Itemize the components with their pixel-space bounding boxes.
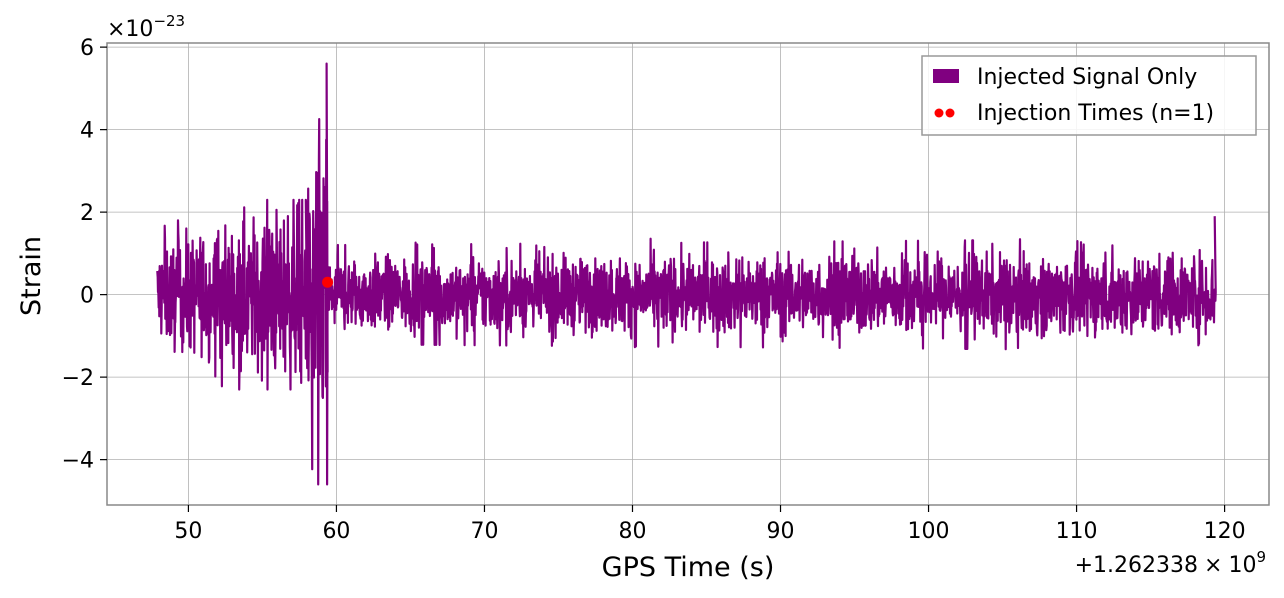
x-tick-label-60: 60 — [322, 519, 350, 544]
y-axis-label: Strain — [16, 236, 47, 316]
y-tick-label--2: −2 — [62, 366, 94, 391]
plot-frame — [106, 42, 1270, 506]
x-tick-label-100: 100 — [908, 519, 950, 544]
legend-swatch-signal — [933, 69, 959, 83]
x-axis-ticks: 50 60 70 80 90 100 110 120 — [174, 505, 1246, 544]
x-tick-label-110: 110 — [1056, 519, 1098, 544]
legend-box — [921, 55, 1257, 136]
x-offset-label: +1.262338 × 109 — [1075, 548, 1266, 578]
y-tick-label-2: 2 — [80, 201, 94, 226]
y-tick-label-0: 0 — [80, 284, 94, 309]
x-tick-label-120: 120 — [1204, 519, 1246, 544]
x-tick-label-90: 90 — [767, 519, 795, 544]
injected-signal-series — [156, 62, 1217, 486]
legend: Injected Signal Only Injection Times (n=… — [921, 55, 1257, 136]
legend-label-injection: Injection Times (n=1) — [977, 101, 1214, 126]
injection-point-1 — [322, 276, 334, 288]
y-axis-ticks: −4 −2 0 2 4 6 — [62, 36, 107, 474]
y-offset-label: ×10−23 — [107, 12, 185, 42]
x-tick-label-70: 70 — [470, 519, 498, 544]
x-tick-label-50: 50 — [174, 519, 202, 544]
x-axis-label: GPS Time (s) — [602, 552, 775, 583]
injection-markers — [322, 276, 334, 288]
signal-trace — [156, 62, 1217, 486]
x-tick-label-80: 80 — [618, 519, 646, 544]
y-tick-label-6: 6 — [80, 36, 94, 61]
y-tick-label-4: 4 — [80, 119, 94, 144]
y-tick-label--4: −4 — [62, 449, 94, 474]
legend-marker-injection-2 — [945, 108, 955, 118]
legend-marker-injection-1 — [934, 108, 944, 118]
legend-label-signal: Injected Signal Only — [977, 65, 1197, 90]
